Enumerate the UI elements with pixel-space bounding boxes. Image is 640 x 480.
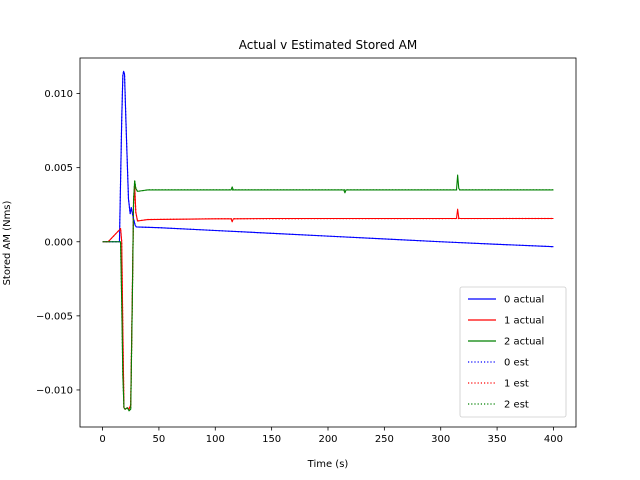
x-tick-label: 50 (153, 434, 166, 445)
x-tick-label: 350 (488, 434, 507, 445)
x-tick-label: 0 (99, 434, 105, 445)
x-tick-label: 100 (206, 434, 225, 445)
y-axis-label: Stored AM (Nms) (2, 200, 13, 285)
legend-label: 1 est (504, 379, 529, 390)
x-tick-label: 250 (375, 434, 394, 445)
legend-label: 0 actual (504, 295, 544, 306)
legend-label: 0 est (504, 358, 529, 369)
legend-label: 2 est (504, 400, 529, 411)
x-tick-label: 400 (544, 434, 563, 445)
series-line-0-est (102, 70, 554, 248)
x-axis-label: Time (s) (307, 459, 349, 470)
y-tick-label: 0.005 (44, 163, 73, 174)
y-tick-label: −0.010 (36, 385, 73, 396)
chart-title: Actual v Estimated Stored AM (239, 38, 417, 52)
series-line-1-actual (102, 184, 554, 410)
x-tick-label: 150 (262, 434, 281, 445)
x-tick-label: 200 (318, 434, 337, 445)
y-tick-label: −0.005 (36, 311, 73, 322)
legend: 0 actual 1 actual 2 actual 0 est 1 est 2 est (459, 286, 567, 418)
x-tick-label: 300 (431, 434, 450, 445)
legend-label: 1 actual (504, 316, 544, 327)
y-tick-label: 0.000 (44, 237, 73, 248)
y-tick-label: 0.010 (44, 89, 73, 100)
legend-label: 2 actual (504, 337, 544, 348)
legend-box (459, 286, 567, 418)
series-line-2-est (102, 180, 554, 412)
